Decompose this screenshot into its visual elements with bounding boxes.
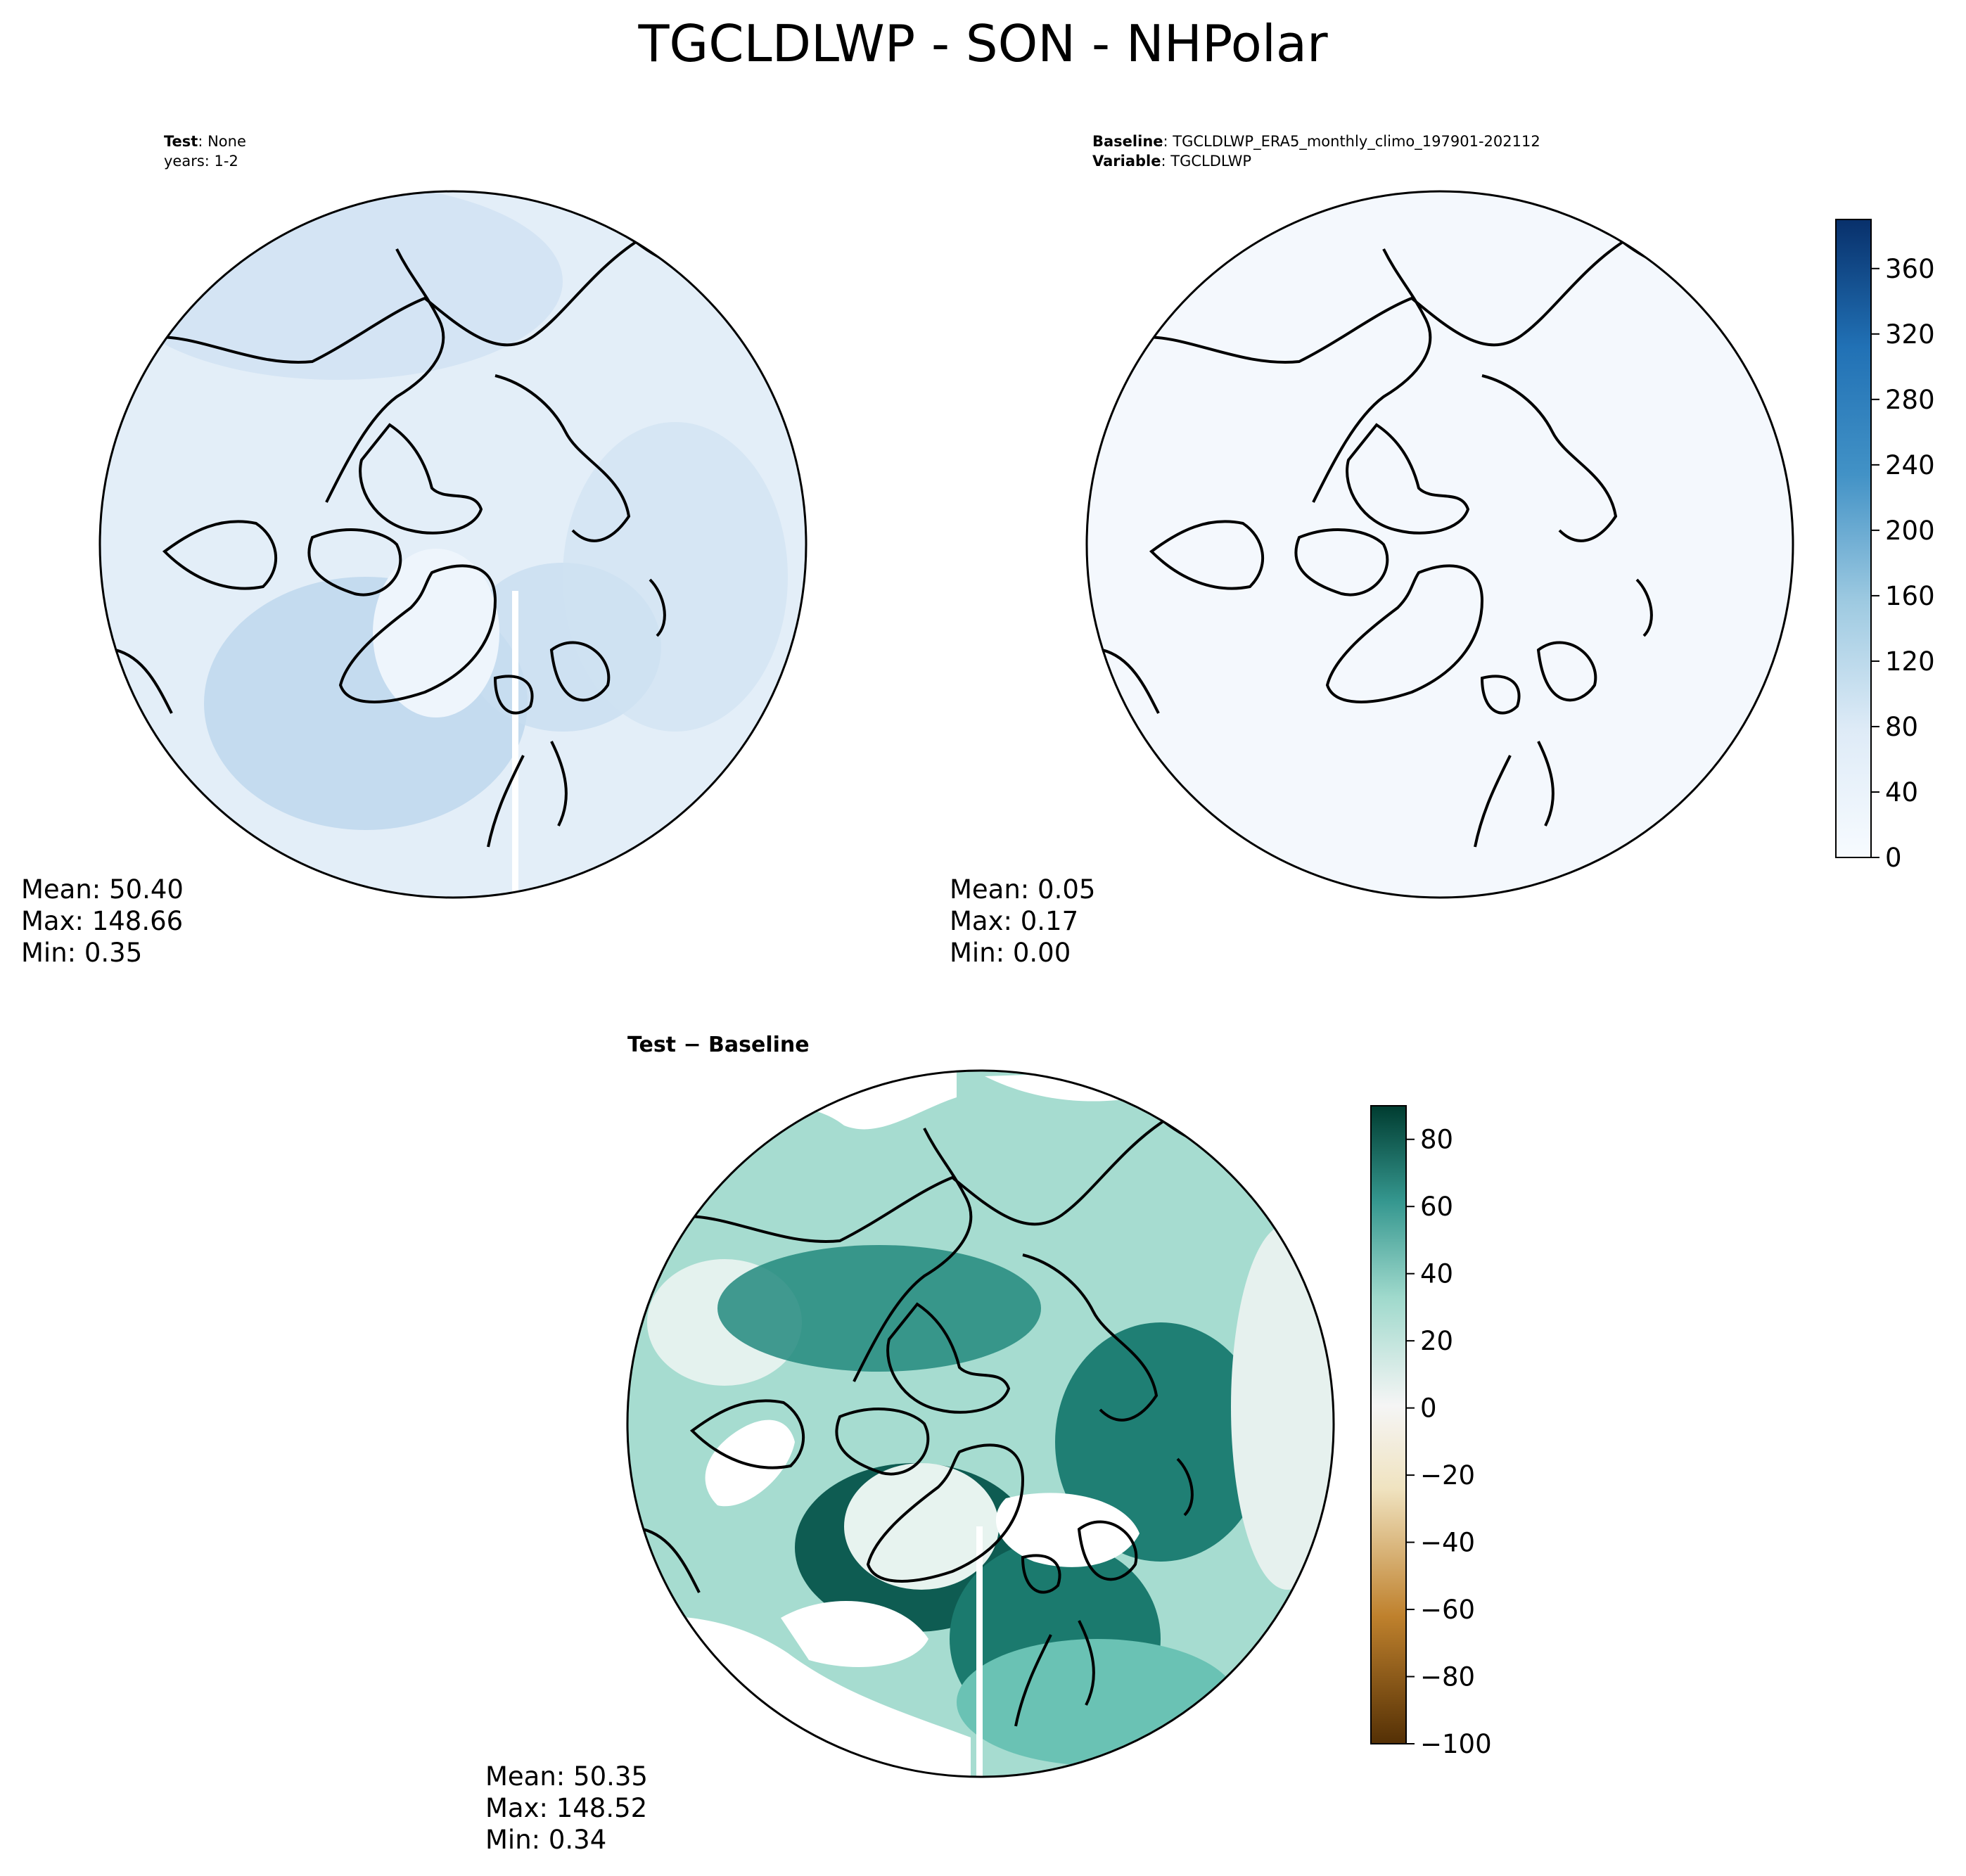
baseline-panel-header: Baseline: TGCLDLWP_ERA5_monthly_climo_19… [1092, 132, 1540, 171]
colorbar-top: 0 40 80 120 160 200 240 280 320 360 [1835, 219, 1935, 873]
colorbar-top-tick-label: 40 [1885, 777, 1918, 808]
colorbar-top-tick-label: 120 [1885, 646, 1935, 677]
test-value: : None [198, 133, 246, 150]
difference-mean: Mean: 50.35 [485, 1761, 648, 1792]
difference-min: Min: 0.34 [485, 1825, 607, 1855]
test-stats: Mean: 50.40 Max: 148.66 Min: 0.35 [21, 874, 184, 969]
colorbar-diff-tick-label: 60 [1420, 1192, 1453, 1222]
colorbar-top-tick-label: 200 [1885, 516, 1935, 546]
colorbar-top-gradient [1835, 219, 1872, 858]
test-mean: Mean: 50.40 [21, 874, 184, 905]
test-min: Min: 0.35 [21, 938, 143, 968]
test-max: Max: 148.66 [21, 906, 184, 936]
variable-label: Variable [1092, 153, 1161, 170]
difference-map-frame [626, 1069, 1335, 1778]
test-label: Test [164, 133, 198, 150]
colorbar-diff-tick-label: −20 [1420, 1460, 1475, 1491]
baseline-map-frame [1085, 190, 1794, 899]
test-panel-header: Test: None years: 1-2 [164, 132, 246, 171]
baseline-min: Min: 0.00 [950, 938, 1071, 968]
colorbar-top-tick-label: 0 [1885, 843, 1902, 873]
colorbar-top-tick-label: 160 [1885, 581, 1935, 611]
baseline-map [1085, 190, 1794, 899]
colorbar-diff-tick-label: −60 [1420, 1595, 1475, 1625]
colorbar-diff-tick-label: −80 [1420, 1662, 1475, 1692]
difference-panel-title: Test − Baseline [627, 1033, 810, 1057]
colorbar-top-tick-label: 320 [1885, 319, 1935, 350]
colorbar-diff-tick-label: 80 [1420, 1125, 1453, 1155]
figure-title: TGCLDLWP - SON - NHPolar [638, 14, 1328, 73]
test-map [98, 190, 808, 899]
colorbar-diff-tick-label: −40 [1420, 1528, 1475, 1558]
colorbar-diff-tick-label: −100 [1420, 1729, 1492, 1759]
colorbar-top-tick-label: 280 [1885, 385, 1935, 415]
difference-map [626, 1069, 1335, 1778]
test-map-frame [98, 190, 808, 899]
difference-stats: Mean: 50.35 Max: 148.52 Min: 0.34 [485, 1761, 648, 1856]
baseline-label: Baseline [1092, 133, 1163, 150]
colorbar-top-tick-label: 360 [1885, 254, 1935, 284]
test-years: years: 1-2 [164, 153, 238, 170]
colorbar-diff-tick-label: 0 [1420, 1393, 1437, 1424]
colorbar-diff: −100 −80 −60 −40 −20 0 20 40 60 80 [1370, 1105, 1492, 1759]
baseline-mean: Mean: 0.05 [950, 874, 1096, 905]
colorbar-diff-gradient [1370, 1105, 1407, 1744]
baseline-map-fill [1087, 191, 1793, 898]
colorbar-diff-tick-label: 40 [1420, 1259, 1453, 1289]
baseline-stats: Mean: 0.05 Max: 0.17 Min: 0.00 [950, 874, 1095, 969]
variable-value: : TGCLDLWP [1161, 153, 1252, 170]
colorbar-diff-tick-label: 20 [1420, 1326, 1453, 1356]
colorbar-top-tick-label: 240 [1885, 450, 1935, 480]
difference-max: Max: 148.52 [485, 1793, 648, 1823]
baseline-max: Max: 0.17 [950, 906, 1079, 936]
baseline-value: : TGCLDLWP_ERA5_monthly_climo_197901-202… [1163, 133, 1540, 150]
colorbar-top-tick-label: 80 [1885, 712, 1918, 742]
